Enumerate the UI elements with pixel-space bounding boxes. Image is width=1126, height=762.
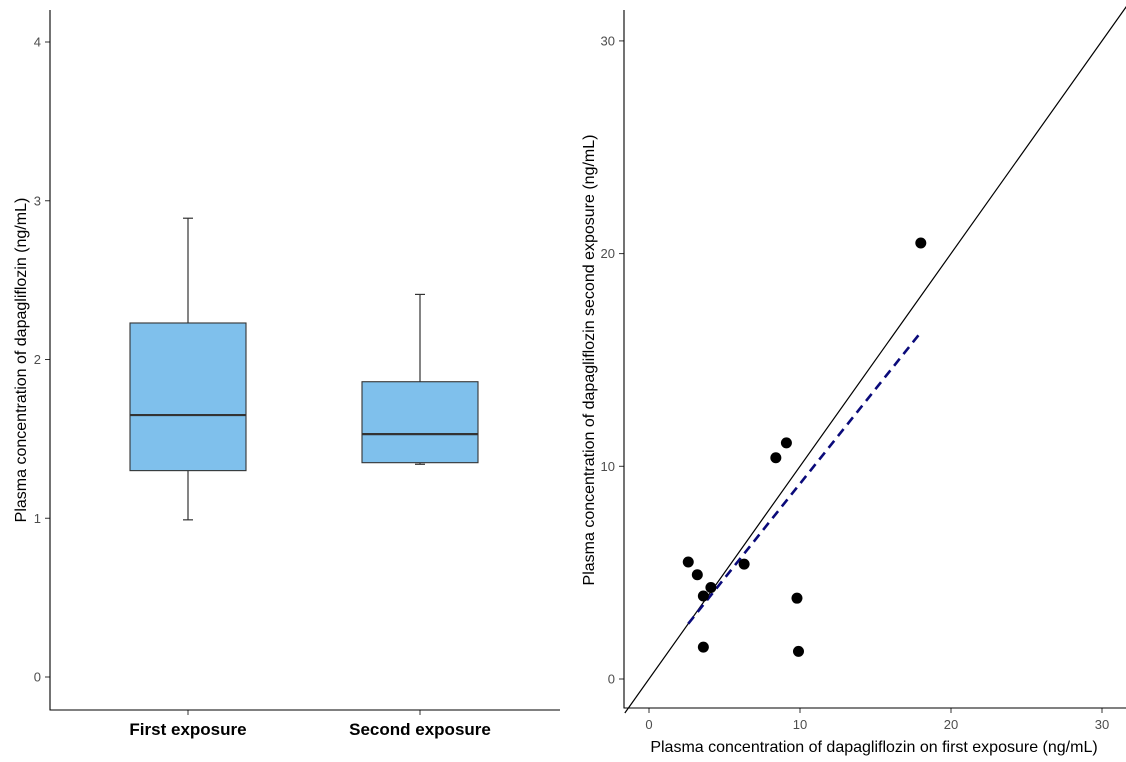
box-plot-marks [129, 217, 479, 521]
box-plot-category-label: Second exposure [349, 720, 491, 739]
scatter-point [705, 582, 717, 594]
box-plot-y-ticks: 0 1 2 3 4 [34, 35, 50, 685]
scatter-point [691, 569, 703, 581]
box-iqr [361, 381, 479, 464]
scatter-plot-x-tick-label: 20 [944, 717, 958, 732]
identity-line [624, 6, 1126, 714]
scatter-plot-x-tick-label: 30 [1095, 717, 1109, 732]
scatter-point [697, 641, 709, 653]
scatter-plot-panel: 0 10 20 30 0 10 20 30 Plasma concentration of … [581, 6, 1126, 756]
box-plot-y-tick-label: 3 [34, 193, 41, 208]
box-plot-y-tick-label: 0 [34, 670, 41, 685]
scatter-point [697, 590, 709, 602]
scatter-plot-y-ticks: 0 10 20 30 [601, 33, 624, 687]
scatter-plot-x-ticks: 0 10 20 30 [645, 708, 1109, 732]
scatter-point [915, 237, 927, 249]
scatter-plot-y-tick-label: 20 [601, 246, 615, 261]
scatter-plot-lines [624, 6, 1126, 714]
box-plot-y-tick-label: 2 [34, 352, 41, 367]
scatter-plot-points [682, 237, 927, 657]
scatter-plot-y-tick-label: 0 [608, 672, 615, 687]
box-plot-y-axis-title: Plasma concentration of dapagliflozin (n… [13, 198, 30, 523]
scatter-plot-y-axis-title: Plasma concentration of dapagliflozin se… [581, 135, 598, 586]
box-plot-y-tick-label: 4 [34, 35, 41, 50]
scatter-plot-x-axis-title: Plasma concentration of dapagliflozin on… [650, 739, 1097, 756]
scatter-point [770, 452, 782, 464]
box-plot-categories: First exposure Second exposure [129, 710, 491, 739]
scatter-point [780, 437, 792, 449]
scatter-plot-x-tick-label: 0 [645, 717, 652, 732]
scatter-point [791, 592, 803, 604]
scatter-plot-x-tick-label: 10 [793, 717, 807, 732]
regression-line [687, 331, 922, 625]
box-plot-panel: 0 1 2 3 4 First exposure Second exposure Plas… [13, 10, 560, 739]
scatter-plot-y-tick-label: 10 [601, 459, 615, 474]
box-plot-y-tick-label: 1 [34, 511, 41, 526]
scatter-point [738, 558, 750, 570]
scatter-point [682, 556, 694, 568]
scatter-plot-y-tick-label: 30 [601, 33, 615, 48]
box-iqr [129, 322, 247, 472]
scatter-point [792, 645, 804, 657]
box-plot-category-label: First exposure [129, 720, 246, 739]
